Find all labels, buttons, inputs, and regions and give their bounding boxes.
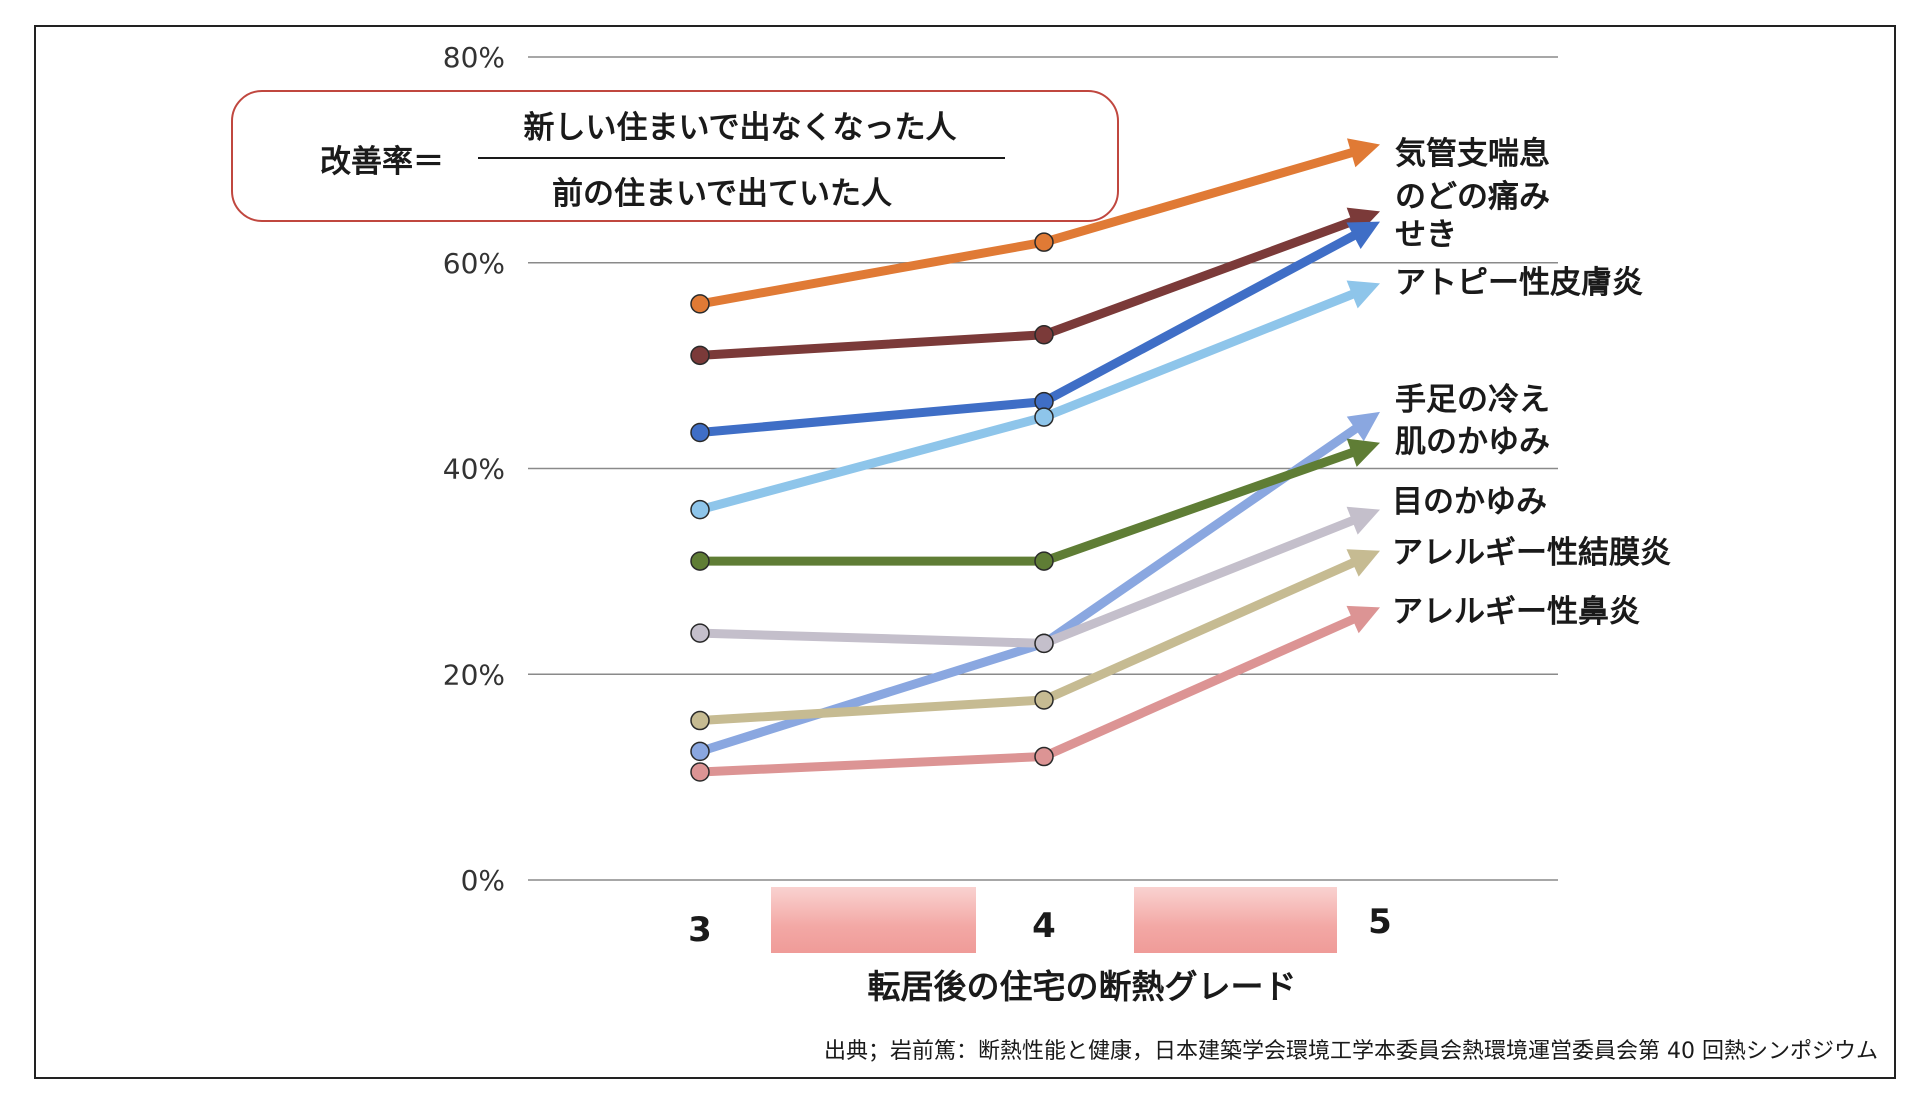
arrowhead	[1347, 138, 1380, 168]
data-point	[1034, 407, 1054, 427]
series-label: アレルギー性結膜炎	[1392, 535, 1671, 571]
arrowhead	[1346, 411, 1380, 442]
series-line	[690, 138, 1380, 314]
data-point	[1034, 551, 1054, 571]
y-tick-label: 0%	[461, 864, 505, 897]
series-line	[690, 438, 1380, 571]
series-line	[690, 605, 1380, 782]
grade-bands	[771, 887, 1337, 953]
arrowhead	[1346, 438, 1380, 467]
x-axis-label: 転居後の住宅の断熱グレード	[868, 967, 1297, 1006]
arrowhead	[1346, 549, 1380, 577]
data-point	[690, 499, 710, 520]
series-line	[690, 549, 1380, 731]
series-line	[690, 280, 1380, 520]
data-point	[690, 623, 710, 643]
arrowhead	[1346, 221, 1380, 249]
data-point	[690, 422, 710, 443]
series-label: アレルギー性鼻炎	[1392, 594, 1640, 630]
series-label: せき	[1395, 217, 1457, 253]
data-point	[690, 710, 710, 731]
series-label: のどの痛み	[1395, 179, 1550, 215]
data-point	[1034, 746, 1054, 767]
y-tick-label: 60%	[443, 247, 505, 280]
series-label: アトピー性皮膚炎	[1395, 265, 1643, 301]
data-point	[1034, 690, 1054, 710]
y-tick-label: 20%	[443, 658, 505, 691]
data-point	[1034, 633, 1054, 654]
series-lines	[690, 138, 1380, 782]
data-point	[690, 741, 710, 762]
data-point	[1034, 325, 1054, 345]
series-label: 気管支喘息	[1395, 136, 1550, 172]
arrowhead	[1346, 506, 1380, 535]
series-label: 手足の冷え	[1395, 382, 1550, 418]
data-point	[690, 294, 710, 314]
y-tick-label: 80%	[443, 41, 505, 74]
data-point	[1034, 232, 1054, 252]
formula-label: 改善率＝	[320, 144, 444, 180]
arrowhead	[1346, 605, 1380, 634]
grid-lines	[528, 56, 1558, 881]
series-labels: 気管支喘息のどの痛みせきアトピー性皮膚炎手足の冷え肌のかゆみ目のかゆみアレルギー…	[1392, 136, 1671, 630]
series-label: 目のかゆみ	[1392, 484, 1547, 520]
x-tick-label: 4	[1032, 906, 1056, 946]
y-tick-label: 40%	[443, 453, 505, 486]
data-point	[690, 551, 710, 571]
formula-box: 改善率＝ 新しい住まいで出なくなった人 前の住まいで出ていた人	[231, 90, 1119, 222]
x-axis-ticks: 3 4 5	[688, 902, 1392, 950]
series-line	[690, 506, 1380, 654]
grade-band-4-5	[1134, 887, 1337, 953]
data-point	[690, 762, 710, 782]
data-point	[690, 345, 710, 366]
x-tick-label: 5	[1368, 902, 1392, 942]
formula-denominator: 前の住まいで出ていた人	[552, 176, 892, 212]
grade-band-3-4	[771, 887, 976, 953]
source-citation: 出典；岩前篤：断熱性能と健康，日本建築学会環境工学本委員会熱環境運営委員会第 4…	[824, 1039, 1878, 1064]
x-tick-label: 3	[688, 910, 712, 950]
series-label: 肌のかゆみ	[1395, 424, 1550, 460]
series-line	[690, 221, 1380, 443]
formula-numerator: 新しい住まいで出なくなった人	[523, 110, 956, 146]
arrowhead	[1346, 280, 1380, 309]
y-axis-ticks: 0% 20% 40% 60% 80%	[443, 41, 505, 897]
formula-border	[231, 90, 1119, 222]
